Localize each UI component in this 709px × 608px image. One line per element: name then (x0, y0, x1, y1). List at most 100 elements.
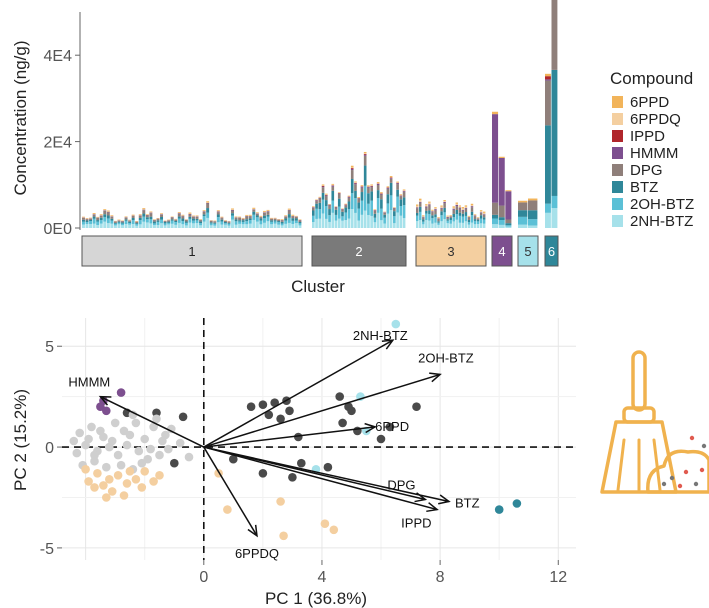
pca-point (102, 493, 111, 502)
bar-segment (85, 222, 89, 224)
bar-segment (425, 204, 428, 206)
bar (284, 215, 288, 228)
bar-y-tick-label: 4E4 (44, 48, 73, 65)
bar-segment (298, 220, 302, 222)
bar-segment (434, 222, 437, 228)
bar-segment (149, 216, 153, 220)
bar (85, 218, 89, 228)
bar-segment (464, 208, 468, 213)
bar-segment (206, 212, 210, 218)
bar (245, 214, 249, 228)
bar-segment (545, 80, 551, 126)
bar-segment (360, 185, 364, 186)
cluster-label: 2 (355, 244, 362, 259)
bar-segment (216, 212, 220, 215)
bar-segment (431, 223, 434, 228)
bar-segment (188, 214, 192, 217)
bar (113, 220, 117, 228)
bar-segment (357, 198, 361, 203)
bar-segment (452, 209, 455, 214)
bar (376, 182, 380, 228)
bar-segment (128, 222, 132, 225)
pca-point (137, 458, 147, 468)
bar-segment (170, 217, 174, 220)
bar-segment (428, 220, 431, 228)
bar-segment (443, 202, 446, 204)
bar (138, 214, 142, 228)
pca-point (285, 406, 294, 416)
bar-segment (149, 211, 153, 213)
stacked-bar-chart: 0E0 2E4 4E4 Concentration (ng/g) 1 2 3 4 5 6 Cl… (11, 0, 559, 296)
bar-segment (177, 222, 181, 228)
bar-segment (135, 221, 139, 224)
bar-segment (181, 224, 185, 228)
bar (551, 0, 558, 228)
bar-segment (227, 223, 231, 226)
bar (449, 215, 452, 228)
bar-segment (324, 193, 328, 195)
bar-segment (167, 220, 171, 222)
pca-point (116, 460, 126, 470)
bar-segment (142, 209, 146, 211)
bar-segment (209, 223, 213, 226)
bar-segment (206, 203, 210, 209)
bar-segment (195, 218, 199, 221)
bar-segment (220, 219, 224, 222)
bar-segment (431, 211, 434, 213)
bar-segment (331, 200, 335, 213)
bar-segment (284, 218, 288, 221)
bar-segment (431, 212, 434, 216)
pca-point (105, 475, 114, 484)
bar-segment (389, 195, 393, 211)
bar (170, 216, 174, 228)
bar-segment (422, 216, 425, 218)
bar-segment (106, 223, 110, 228)
bar-segment (376, 183, 380, 185)
bar-segment (416, 215, 419, 222)
bar-segment (131, 215, 135, 218)
bar-segment (399, 195, 403, 197)
bar-segment (206, 217, 210, 228)
bar-segment (528, 225, 538, 228)
bar-segment (373, 222, 377, 228)
bar (238, 216, 242, 228)
bar-segment (259, 224, 263, 228)
bar-segment (344, 204, 348, 206)
bar-segment (449, 215, 452, 217)
loading-arrow: 6PPDQ (203, 446, 279, 561)
bar-segment (227, 222, 231, 224)
pca-point (335, 392, 345, 401)
bar-segment (99, 215, 103, 218)
bar-segment (380, 220, 383, 228)
bar-segment (393, 211, 396, 217)
bar-segment (437, 217, 440, 218)
bar-segment (103, 216, 107, 222)
bar-segment (213, 221, 217, 223)
bar-segment (443, 212, 446, 220)
bar-segment (461, 222, 465, 228)
bar-segment (103, 214, 107, 217)
bar-segment (216, 210, 220, 212)
pca-point (170, 458, 179, 468)
bar-segment (113, 225, 117, 228)
bar-segment (455, 214, 459, 220)
bar (174, 218, 178, 228)
bar-segment (341, 209, 344, 210)
pca-point (149, 422, 158, 432)
bar-segment (545, 203, 551, 213)
bar-segment (334, 220, 338, 228)
bar-segment (117, 221, 121, 223)
bar-segment (188, 218, 192, 223)
pca-point (140, 467, 149, 476)
dust-cloud (646, 449, 709, 494)
bar (476, 217, 480, 228)
bar (206, 201, 210, 228)
legend-swatch (612, 130, 623, 142)
bar-segment (440, 207, 443, 209)
pca-point (258, 400, 268, 410)
bar-segment (476, 218, 480, 220)
loading-arrow: IPPD (203, 446, 439, 531)
bar-segment (383, 212, 386, 215)
bar-segment (428, 204, 431, 206)
